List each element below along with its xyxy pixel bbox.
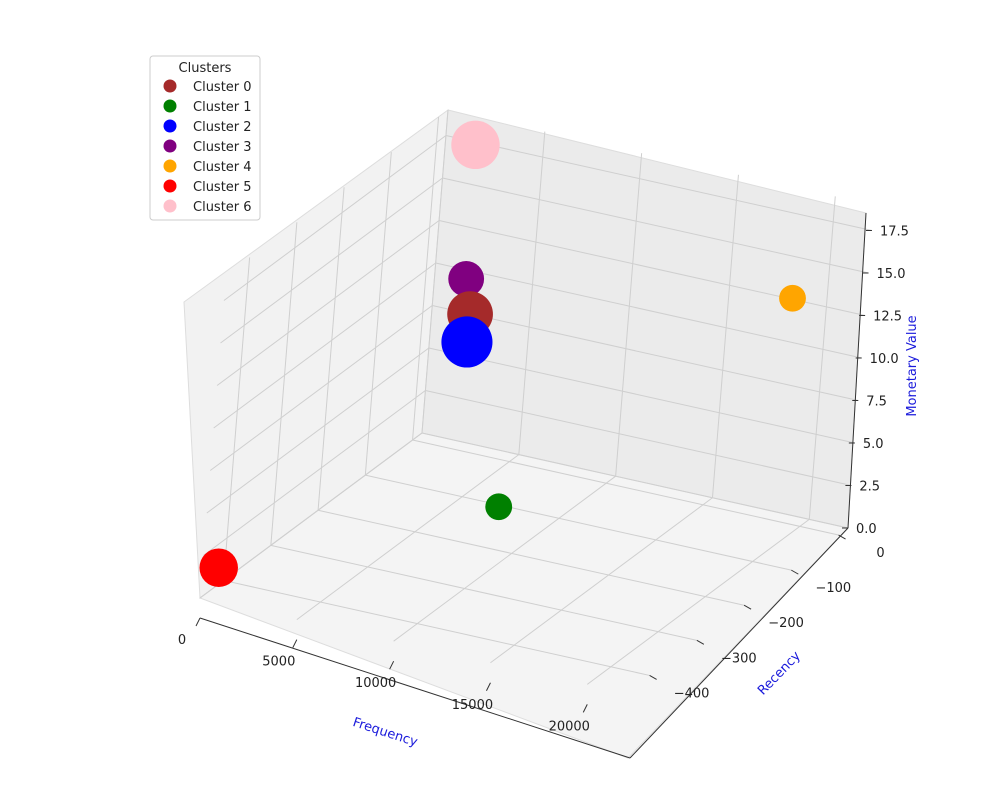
grid-back-frequency	[711, 174, 739, 498]
recency-tick	[791, 569, 799, 575]
grid-back-monetary	[442, 177, 869, 274]
data-points	[199, 120, 806, 587]
grid-floor-recency	[317, 509, 745, 606]
frequency-axis-line	[199, 617, 631, 759]
recency-tick	[696, 639, 705, 645]
recency-tick	[743, 604, 752, 610]
monetary-tick-label: 5.0	[863, 437, 884, 452]
legend-marker	[163, 179, 177, 193]
recency-axis-label: Recency	[755, 648, 804, 698]
legend-marker	[163, 79, 177, 93]
legend-label: Cluster 5	[193, 180, 252, 195]
grid-back-monetary	[432, 305, 859, 401]
monetary-tick-label: 10.0	[870, 352, 899, 367]
frequency-tick-label: 5000	[262, 655, 295, 670]
recency-tick	[838, 534, 846, 540]
grid-floor-recency	[412, 439, 839, 536]
grid-floor-frequency	[296, 454, 520, 620]
recency-tick	[649, 675, 657, 680]
frequency-tick-label: 20000	[549, 719, 590, 734]
axes	[199, 212, 867, 759]
legend-marker	[163, 159, 177, 173]
monetary-tick-label: 17.5	[880, 225, 909, 240]
recency-ticks: 0 −100 −200 −300 −400	[649, 534, 885, 701]
legend-marker	[163, 139, 177, 153]
grid-back-frequency	[808, 196, 836, 520]
legend-label: Cluster 3	[193, 140, 252, 155]
legend-title: Clusters	[179, 61, 232, 76]
cluster-point-cluster-4	[779, 284, 806, 312]
legend-label: Cluster 1	[193, 100, 252, 115]
legend-label: Cluster 4	[193, 160, 252, 175]
frequency-tick-label: 15000	[452, 698, 493, 713]
monetary-axis-line	[847, 212, 867, 529]
legend-label: Cluster 2	[193, 120, 252, 135]
grid-left-monetary	[223, 135, 447, 301]
recency-tick-label: −400	[674, 686, 710, 701]
frequency-tick	[195, 617, 201, 627]
cluster-point-cluster-2	[441, 316, 493, 368]
grid-left-recency	[270, 222, 298, 546]
grid-left-recency	[317, 187, 345, 511]
grid-left-monetary	[209, 305, 433, 471]
frequency-tick-label: 0	[178, 633, 186, 648]
frequency-tick	[292, 639, 298, 648]
legend-label: Cluster 6	[193, 200, 252, 215]
cluster-point-cluster-6	[451, 120, 500, 170]
monetary-axis-label: Monetary Value	[905, 315, 920, 416]
recency-tick-label: −300	[721, 651, 757, 666]
monetary-tick-label: 0.0	[856, 522, 877, 537]
grid-back-frequency	[421, 109, 449, 434]
grid-left-monetary	[206, 347, 430, 514]
grid-floor-frequency	[393, 475, 616, 642]
grid-back-monetary	[428, 347, 855, 444]
cluster-point-cluster-3	[448, 260, 485, 297]
grid-back-monetary	[445, 135, 873, 231]
frequency-tick-label: 10000	[355, 676, 396, 691]
cluster-point-cluster-1	[485, 493, 513, 521]
grid-left-recency	[223, 257, 251, 581]
monetary-ticks: 0.0 2.5 5.0 7.5 10.0 12.5 15.0 17.5	[842, 225, 909, 537]
monetary-tick-label: 12.5	[873, 310, 902, 325]
grid-left-recency	[412, 116, 440, 441]
grid-back-frequency	[518, 131, 546, 455]
legend-items: Cluster 0 Cluster 1 Cluster 2 Cluster 3 Clus…	[163, 79, 252, 215]
grid-floor-frequency	[586, 518, 810, 685]
monetary-tick-label: 15.0	[877, 267, 906, 282]
frequency-axis-label: Frequency	[351, 715, 420, 750]
legend-marker	[163, 99, 177, 113]
grid-left-monetary	[203, 390, 426, 556]
grid-back-frequency	[615, 153, 643, 477]
grid-floor-frequency	[490, 497, 713, 664]
cluster-point-cluster-5	[199, 548, 238, 587]
frequency-tick	[582, 704, 588, 713]
legend-marker	[163, 199, 177, 213]
monetary-tick-label: 7.5	[866, 395, 887, 410]
frequency-ticks: 0 5000 10000 15000 20000	[178, 617, 590, 734]
legend-marker	[163, 119, 177, 133]
legend-box	[149, 55, 261, 221]
grid-left-monetary	[213, 262, 436, 429]
recency-tick-label: −200	[768, 616, 804, 631]
frequency-tick	[389, 660, 395, 670]
grid-back-monetary	[421, 432, 849, 529]
recency-axis-line	[629, 527, 849, 759]
grid-back-monetary	[425, 390, 852, 486]
grid-left-monetary	[216, 220, 440, 386]
legend-label: Cluster 0	[193, 80, 252, 95]
grid-left-recency	[364, 152, 392, 476]
grid-back-monetary	[435, 262, 862, 359]
grid-floor-recency	[270, 544, 697, 641]
recency-tick-label: 0	[876, 546, 884, 561]
frequency-tick	[486, 682, 491, 691]
grid-left-monetary	[220, 177, 443, 344]
grid-floor-recency	[365, 474, 792, 571]
axis-panes	[183, 108, 867, 759]
grid-floor-recency	[223, 579, 650, 676]
recency-tick-label: −100	[815, 581, 851, 596]
monetary-tick-label: 2.5	[859, 480, 880, 495]
